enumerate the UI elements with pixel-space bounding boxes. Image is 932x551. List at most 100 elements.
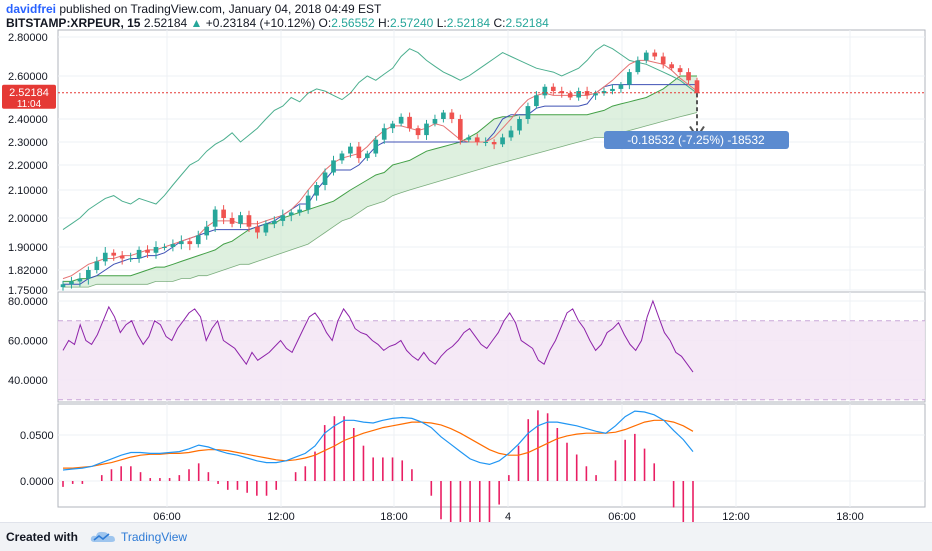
open-value: 2.56552 xyxy=(331,16,375,30)
candle-body xyxy=(534,95,539,107)
candle-body xyxy=(449,112,455,119)
price-tick-label: 1.90000 xyxy=(8,242,48,254)
cloud-fill xyxy=(63,76,697,288)
price-change: +0.23184 (+10.12%) xyxy=(205,16,316,30)
chart-canvas: 2.80000 2.60000 2.40000 2.30000 2.20000 2.100… xyxy=(2,29,926,522)
price-tick-label: 2.10000 xyxy=(8,185,48,197)
candle-body xyxy=(204,226,210,236)
macd-tick-label: 0.0500 xyxy=(20,430,54,442)
candle-body xyxy=(136,249,142,259)
candle-body xyxy=(441,112,446,119)
tradingview-cloud-icon xyxy=(90,531,115,542)
tenkan-line xyxy=(62,59,698,280)
candle-body xyxy=(162,247,167,248)
up-arrow-icon: ▲ xyxy=(190,16,203,30)
candle-body xyxy=(94,261,100,270)
kijun-line xyxy=(63,84,697,285)
close-value: 2.52184 xyxy=(505,16,549,30)
candle-body xyxy=(517,119,522,131)
chart-header: davidfrei published on TradingView.com, … xyxy=(0,0,932,30)
candle-body xyxy=(238,215,243,224)
candle-body xyxy=(457,119,463,140)
low-value: 2.52184 xyxy=(446,16,491,30)
candle-body xyxy=(593,93,598,96)
candle-body xyxy=(187,241,193,245)
price-tick-label: 1.82000 xyxy=(8,265,48,277)
candle-body xyxy=(618,84,624,89)
candle-body xyxy=(601,91,607,94)
candle-body xyxy=(322,172,328,185)
ohlc-line: BITSTAMP:XRPEUR, 15 2.52184 ▲ +0.23184 (… xyxy=(6,16,549,30)
candle-body xyxy=(500,137,505,145)
close-label: C: xyxy=(493,16,506,30)
candle-body xyxy=(179,241,184,245)
candle-body xyxy=(550,86,556,92)
cloud-span-b xyxy=(63,112,698,288)
candle-body xyxy=(69,281,74,285)
candle-body xyxy=(263,223,269,233)
candle-body xyxy=(255,226,260,233)
candle-body xyxy=(424,123,429,136)
candle-body xyxy=(381,128,387,140)
time-tick-label: 06:00 xyxy=(608,511,636,522)
author-name[interactable]: davidfrei xyxy=(6,2,57,16)
symbol-label: BITSTAMP:XRPEUR, 15 xyxy=(6,16,141,30)
low-label: L: xyxy=(436,16,447,30)
candle-body xyxy=(635,60,641,73)
price-tag-value: 2.52184 xyxy=(9,87,49,99)
candle-body xyxy=(627,72,632,85)
candle-body xyxy=(508,130,514,138)
candle-body xyxy=(339,153,345,161)
candle-body xyxy=(297,209,303,213)
candle-body xyxy=(686,72,691,81)
candle-body xyxy=(60,284,66,288)
rsi-tick-label: 40.0000 xyxy=(8,375,48,387)
candle-body xyxy=(288,212,294,216)
candle-body xyxy=(643,52,649,61)
time-tick-label: 18:00 xyxy=(836,511,864,522)
candle-body xyxy=(432,119,438,124)
open-label: O: xyxy=(318,16,332,30)
created-with-label: Created with xyxy=(6,530,79,544)
lagging-span-line xyxy=(62,44,698,231)
time-tick-label: 18:00 xyxy=(380,511,408,522)
candle-body xyxy=(145,249,150,253)
candle-body xyxy=(272,220,277,224)
candle-body xyxy=(576,91,581,98)
candles xyxy=(60,49,700,291)
signal-line xyxy=(63,419,694,469)
candle-body xyxy=(119,255,125,259)
candle-body xyxy=(559,91,565,94)
candle-body xyxy=(229,218,235,224)
candle-body xyxy=(153,247,159,253)
price-tick-label: 2.40000 xyxy=(8,114,48,126)
candle-body xyxy=(212,209,218,227)
rsi-pane xyxy=(58,299,925,401)
candle-body xyxy=(77,278,83,282)
candle-body xyxy=(246,215,252,227)
candle-body xyxy=(407,116,412,129)
candle-body xyxy=(474,137,480,142)
price-tag-box xyxy=(2,84,56,109)
candle-body xyxy=(111,252,117,256)
candle-body xyxy=(491,142,497,145)
ichimoku-cloud xyxy=(63,75,698,288)
tradingview-brand[interactable]: TradingView xyxy=(121,530,188,544)
candle-body xyxy=(415,128,421,136)
candle-body xyxy=(466,137,472,140)
candle-body xyxy=(567,93,573,98)
candle-body xyxy=(221,209,226,218)
high-value: 2.57240 xyxy=(389,16,434,30)
price-tick-label: 2.30000 xyxy=(8,137,48,149)
time-tick-label: 12:00 xyxy=(722,511,750,522)
price-tag-countdown: 11:04 xyxy=(17,99,42,110)
candle-body xyxy=(373,139,379,154)
candle-body xyxy=(390,123,396,129)
candle-body xyxy=(398,116,404,124)
measure-label-text: -0.18532 (-7.25%) -18532 xyxy=(627,133,765,147)
indicator-lines xyxy=(62,44,698,285)
high-label: H: xyxy=(377,16,390,30)
time-tick-label: 4 xyxy=(505,511,511,522)
macd-pane xyxy=(62,410,694,522)
candle-body xyxy=(348,146,353,154)
